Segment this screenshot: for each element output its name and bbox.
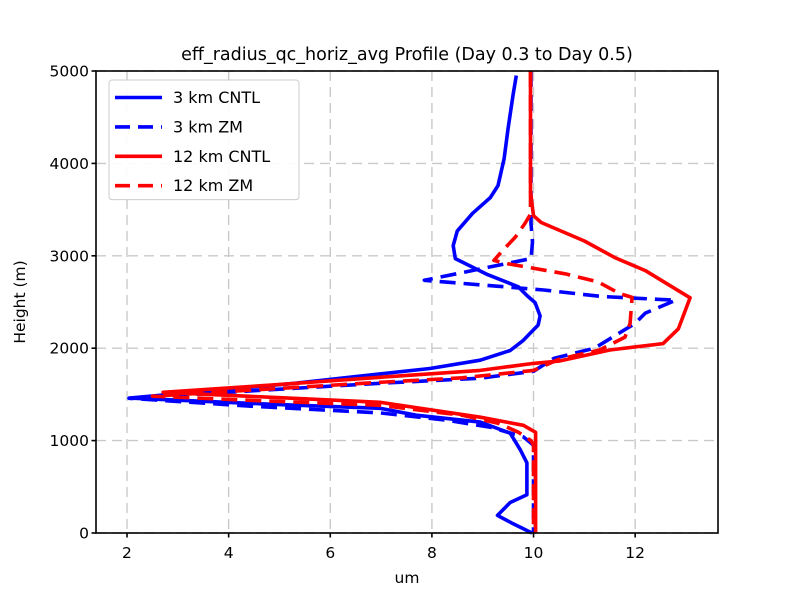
tick-marks [91, 70, 636, 538]
legend-item-label: 12 km ZM [173, 176, 253, 195]
legend-item-label: 3 km CNTL [173, 88, 260, 107]
legend: 3 km CNTL 3 km ZM 12 km CNTL 12 km ZM [108, 79, 300, 201]
series-3-km-zm [127, 71, 678, 533]
chart-title: eff_radius_qc_horiz_avg Profile (Day 0.3… [181, 45, 633, 65]
y-tick-label: 1000 [50, 432, 89, 450]
y-tick-label: 4000 [50, 155, 89, 173]
legend-item-label: 3 km ZM [173, 117, 243, 136]
y-axis-label: Height (m) [11, 260, 29, 343]
legend-item-label: 12 km CNTL [173, 147, 270, 166]
legend-box [108, 79, 300, 201]
plot-border [95, 70, 719, 534]
y-tick-label: 5000 [50, 63, 89, 81]
y-tick-label: 3000 [50, 247, 89, 265]
tick-labels: 2 4 6 8 10 12 0 1000 2000 3000 4000 5000 [50, 63, 645, 563]
x-tick-label: 2 [122, 544, 132, 562]
y-tick-label: 2000 [50, 340, 89, 358]
x-tick-label: 6 [325, 544, 335, 562]
series-3-km-cntl [127, 75, 542, 535]
series-lines [127, 71, 692, 535]
series-12-km-cntl [161, 71, 692, 533]
x-tick-label: 4 [224, 544, 234, 562]
x-axis-label: um [395, 569, 420, 587]
x-tick-label: 12 [625, 544, 645, 562]
y-tick-label: 0 [79, 525, 89, 543]
x-tick-label: 10 [524, 544, 544, 562]
x-tick-label: 8 [427, 544, 437, 562]
series-12-km-zm [150, 71, 634, 533]
